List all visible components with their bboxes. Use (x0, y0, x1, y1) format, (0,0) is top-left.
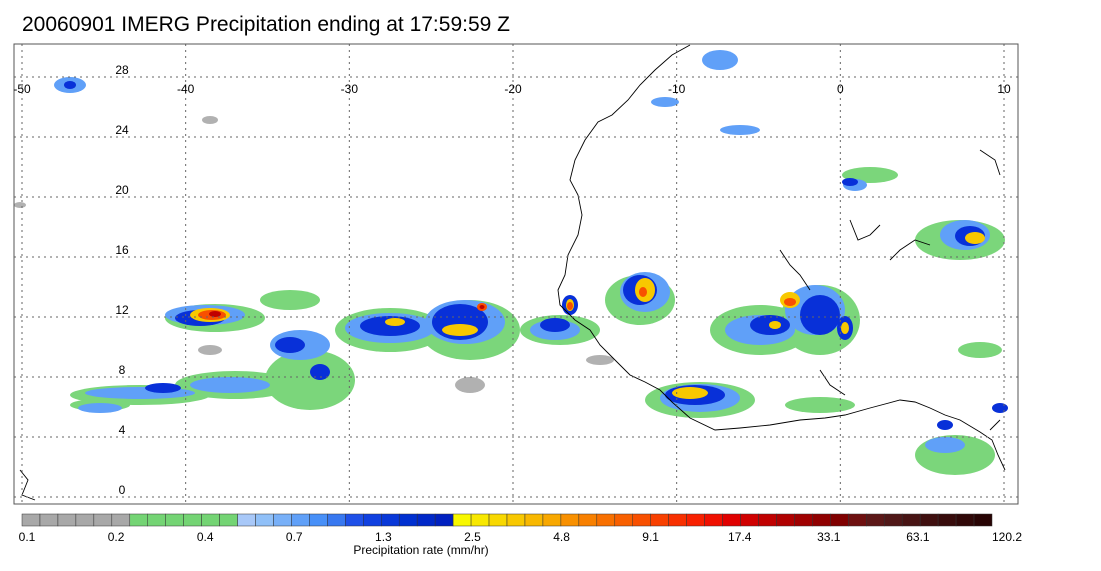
latitude-label: 0 (119, 483, 126, 497)
latitude-label: 24 (115, 123, 129, 137)
longitude-label: 10 (997, 82, 1011, 96)
latitude-label: 28 (115, 63, 129, 77)
map-border (13, 43, 1019, 505)
longitude-label: -20 (504, 82, 522, 96)
longitude-label: -50 (13, 82, 31, 96)
longitude-label: -10 (668, 82, 686, 96)
latitude-label: 12 (115, 303, 129, 317)
longitude-label: -40 (177, 82, 195, 96)
latitude-label: 16 (115, 243, 129, 257)
map-title: 20060901 IMERG Precipitation ending at 1… (22, 13, 510, 36)
precipitation-field (14, 50, 1008, 475)
latitude-label: 20 (115, 183, 129, 197)
latitude-label: 8 (119, 363, 126, 377)
latitude-label: 4 (119, 423, 126, 437)
longitude-label: 0 (837, 82, 844, 96)
map-gridlines (14, 44, 1018, 504)
longitude-label: -30 (341, 82, 359, 96)
latitude-labels: 28 24 20 16 12 8 4 0 (115, 63, 129, 497)
coastline (19, 44, 1006, 501)
longitude-labels: -50 -40 -30 -20 -10 0 10 (13, 82, 1011, 96)
